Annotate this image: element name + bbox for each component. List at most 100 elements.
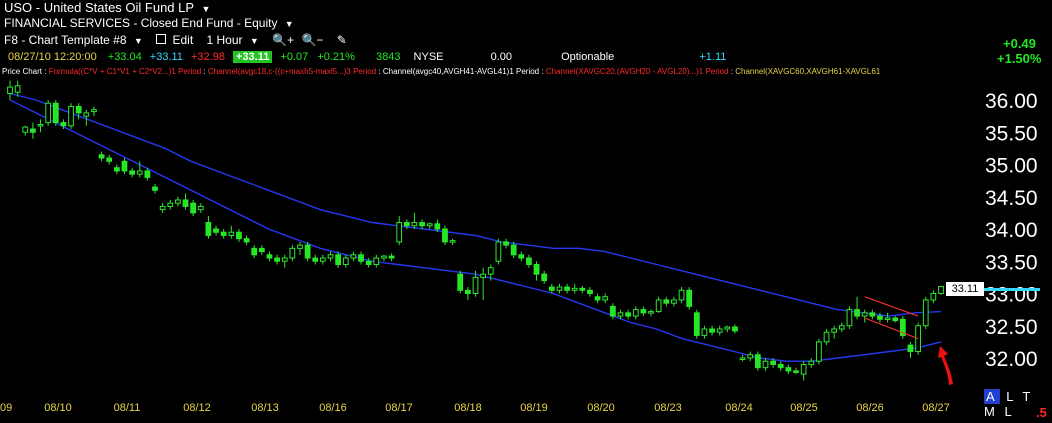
candle-body <box>678 289 685 301</box>
last-price-tag: 33.11 <box>946 282 984 296</box>
candle-body <box>37 124 44 127</box>
quote-datetime: 08/27/10 12:20:00 <box>8 51 97 63</box>
x-tick-label: 08/13 <box>251 402 279 414</box>
candle-body <box>75 105 82 114</box>
candle-body <box>358 254 364 262</box>
candle-body <box>243 238 250 243</box>
candle-body <box>465 289 471 294</box>
study-formula[interactable]: Formula((C*V + C1*V1 + C2*V2...)1 Period <box>48 67 202 76</box>
candle-body <box>556 286 563 291</box>
candle-body <box>548 286 555 291</box>
candle-body <box>304 244 311 259</box>
candle-body <box>205 222 212 236</box>
candle-body <box>655 299 662 313</box>
edit-label: Edit <box>172 33 194 47</box>
category-row: FINANCIAL SERVICES - Closed End Fund - E… <box>4 16 294 33</box>
candle-body <box>350 254 357 259</box>
candle-body <box>510 244 517 256</box>
candle-body <box>106 157 113 162</box>
x-tick-label: 08/16 <box>319 402 347 414</box>
candle-body <box>602 296 609 301</box>
candle-body <box>487 267 494 275</box>
x-tick-label: 08/17 <box>385 402 413 414</box>
zoom-in-icon[interactable]: 🔍+ <box>272 33 295 47</box>
zoom-out-icon[interactable]: 🔍− <box>301 33 324 47</box>
candle-body <box>533 263 540 275</box>
candle-body <box>52 102 59 124</box>
candle-body <box>686 289 693 307</box>
study-channel-4[interactable]: Channel(XAVGC60,XAVGH61-XAVGL61 <box>735 67 881 76</box>
candle-body <box>426 223 433 227</box>
candle-body <box>373 257 380 265</box>
change-absolute: +0.49 <box>1003 36 1036 51</box>
study-separator: : <box>44 67 49 76</box>
candle-body <box>335 254 342 265</box>
candle-body <box>701 328 708 336</box>
candle-body <box>831 328 838 333</box>
candle-body <box>365 260 372 265</box>
quote-close: +33.11 <box>233 51 273 63</box>
candle-body <box>266 254 273 259</box>
x-tick-label: 08/23 <box>654 402 682 414</box>
candle-body <box>7 86 13 95</box>
chevron-down-icon[interactable]: ▼ <box>249 36 259 46</box>
quote-volume: 3843 <box>376 51 401 63</box>
timeframe-a[interactable]: A <box>984 389 1000 404</box>
study-channel-3[interactable]: Channel(XAVGC20,(AVGH20 - AVGL20)...)1 P… <box>545 67 729 76</box>
candle-body <box>258 247 265 253</box>
last-price-marker <box>984 288 1040 291</box>
chevron-down-icon[interactable]: ▼ <box>201 4 211 14</box>
timeframe-ltml[interactable]: L T M L <box>984 389 1034 419</box>
y-tick-label: 36.00 <box>985 90 1038 113</box>
candle-body <box>785 367 792 372</box>
symbol-separator: - <box>35 0 44 15</box>
candle-body <box>411 222 418 227</box>
period-selector[interactable]: 1 Hour ▼ <box>207 33 259 47</box>
candle-body <box>144 170 151 178</box>
timeframe-selector[interactable]: A L T M L <box>984 389 1052 419</box>
x-tick-label: 09 <box>0 402 12 414</box>
quote-open: +33.04 <box>107 51 142 63</box>
candle-body <box>632 309 639 317</box>
candle-body <box>922 299 929 327</box>
title-row: USO - United States Oil Fund LP ▼ <box>4 0 210 16</box>
study-channel-1[interactable]: Channel(avgc18,c-((c+maxh5-maxl5...)3 Pe… <box>207 67 377 76</box>
study-separator: : <box>203 67 208 76</box>
draw-pen-icon[interactable]: ✎ <box>336 33 347 47</box>
change-percent: +1.50% <box>997 51 1042 66</box>
candle-body <box>98 154 105 159</box>
candle-body <box>167 202 174 207</box>
quote-exchange: NYSE <box>413 51 444 63</box>
candle-body <box>625 312 631 317</box>
toolbar: F8 - Chart Template #8 ▼ Edit 1 Hour ▼ 🔍… <box>4 33 357 50</box>
candle-body <box>640 309 647 314</box>
candle-body <box>251 247 258 256</box>
candle-body <box>518 254 525 259</box>
candle-body <box>312 257 319 262</box>
candle-body <box>930 293 937 301</box>
candle-body <box>480 273 486 278</box>
candle-body <box>152 186 158 191</box>
candle-body <box>793 370 799 373</box>
candle-body <box>617 312 624 317</box>
quote-change: +0.07 <box>280 51 309 63</box>
candle-body <box>777 363 784 369</box>
y-tick-label: 34.00 <box>985 219 1038 242</box>
candle-body <box>182 199 189 207</box>
candle-body <box>449 240 456 243</box>
quote-field2: +1.11 <box>699 51 727 63</box>
candle-body <box>236 231 242 240</box>
y-tick-label: 33.00 <box>985 284 1038 307</box>
edit-button[interactable]: Edit <box>156 33 193 47</box>
candle-body <box>770 360 776 365</box>
candle-body <box>495 241 502 262</box>
candle-body <box>190 202 197 214</box>
study-price-chart[interactable]: Price Chart <box>2 67 43 76</box>
chevron-down-icon[interactable]: ▼ <box>133 36 143 46</box>
symbol[interactable]: USO <box>4 0 33 15</box>
quote-optionable: Optionable <box>561 51 615 63</box>
study-channel-2[interactable]: Channel(avgc40,AVGH41-AVGL41)1 Period <box>382 67 540 76</box>
chevron-down-icon[interactable]: ▼ <box>284 19 294 29</box>
template-selector[interactable]: F8 - Chart Template #8 ▼ <box>4 33 143 47</box>
